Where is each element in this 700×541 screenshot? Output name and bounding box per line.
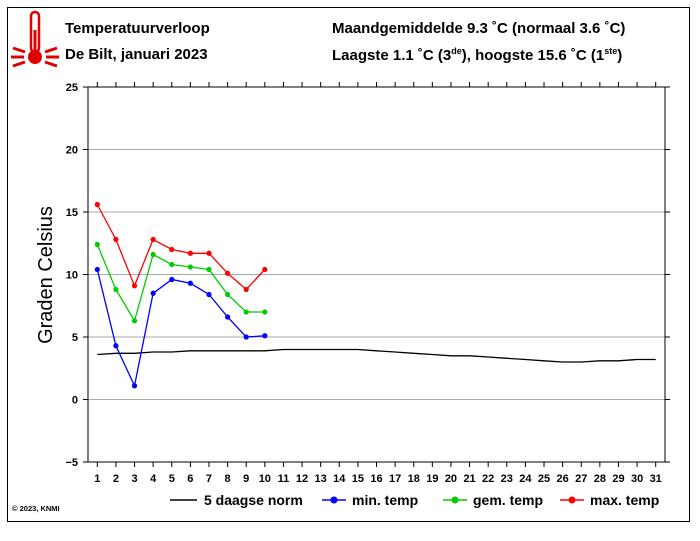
avg-point (94, 241, 100, 248)
y-axis-label: Graden Celsius (35, 206, 57, 344)
min-point (150, 290, 156, 296)
x-tick-label: 18 (408, 473, 420, 485)
avg-point (224, 291, 231, 298)
max-point (206, 250, 212, 256)
max-point (113, 236, 119, 243)
x-tick-label: 14 (333, 473, 346, 485)
max-point (243, 286, 249, 293)
legend-label-norm: 5 daagse norm (204, 492, 303, 508)
avg-point (150, 251, 156, 258)
legend-marker-avg (451, 496, 459, 504)
x-tick-label: 5 (169, 473, 175, 485)
heat-ray (12, 60, 26, 68)
x-tick-label: 27 (575, 473, 587, 485)
x-tick-label: 15 (352, 473, 364, 485)
avg-point (187, 264, 193, 270)
x-tick-label: 16 (370, 473, 382, 485)
chart-frame (7, 7, 690, 522)
x-tick-label: 21 (463, 473, 475, 485)
min-point (94, 266, 100, 273)
x-tick-label: 19 (426, 473, 438, 485)
x-tick-label: 9 (243, 473, 249, 485)
x-tick-label: 13 (315, 473, 327, 485)
x-tick-label: 25 (538, 473, 550, 485)
y-tick-label: 25 (66, 82, 78, 94)
x-tick-label: 12 (296, 473, 308, 485)
legend-marker-min (330, 496, 338, 504)
min-point (131, 383, 138, 389)
avg-point (169, 261, 175, 268)
min-max-summary: Laagste 1.1 ˚C (3de), hoogste 15.6 ˚C (1… (332, 46, 623, 64)
series-line-norm (97, 348, 656, 363)
min-point (224, 314, 231, 320)
heat-ray (44, 46, 58, 54)
legend-marker-max (568, 496, 576, 504)
min-point (206, 291, 212, 298)
x-tick-label: 11 (278, 473, 290, 485)
chart-subtitle: De Bilt, januari 2023 (65, 46, 208, 63)
max-point (94, 201, 100, 208)
x-tick-label: 20 (445, 473, 457, 485)
x-tick-label: 30 (631, 473, 643, 485)
x-tick-label: 22 (482, 473, 494, 485)
max-point (187, 250, 193, 256)
x-tick-label: 24 (519, 473, 532, 485)
max-point (150, 236, 156, 243)
x-tick-label: 31 (650, 473, 662, 485)
y-tick-label: 10 (66, 270, 78, 282)
y-tick-label: 20 (66, 145, 78, 157)
min-point (187, 280, 193, 286)
thermometer-icon (11, 10, 59, 68)
copyright-credit: © 2023, KNMI (12, 504, 60, 513)
min-point (169, 276, 175, 283)
heat-ray (44, 60, 58, 68)
avg-point (131, 318, 138, 324)
x-tick-label: 2 (113, 473, 119, 485)
x-tick-label: 8 (225, 473, 231, 485)
min-point (243, 334, 249, 340)
x-tick-label: 23 (501, 473, 513, 485)
avg-point (243, 309, 249, 315)
plot-area (87, 86, 666, 463)
x-tick-label: 7 (206, 473, 212, 485)
chart-title: Temperatuurverloop (65, 20, 210, 37)
thermometer-bulb (28, 50, 42, 64)
legend-label-min: min. temp (352, 492, 418, 508)
monthly-average: Maandgemiddelde 9.3 ˚C (normaal 3.6 ˚C) (332, 20, 626, 37)
x-tick-label: 29 (612, 473, 624, 485)
series-line-min (96, 269, 265, 388)
x-tick-label: 4 (150, 473, 157, 485)
x-tick-label: 17 (389, 473, 401, 485)
max-point (131, 283, 138, 289)
max-point (169, 246, 175, 253)
y-tick-label: −5 (65, 457, 78, 469)
grid (88, 149, 665, 400)
thermometer-fill (33, 30, 37, 52)
x-tick-label: 10 (259, 473, 271, 485)
avg-point (262, 309, 268, 315)
avg-point (206, 266, 212, 273)
min-point (113, 343, 119, 349)
heat-ray (12, 46, 26, 54)
min-point (262, 333, 268, 339)
y-tick-label: 5 (72, 332, 78, 344)
max-point (224, 270, 231, 276)
y-tick-label: 15 (66, 207, 78, 219)
series-line-max (96, 204, 266, 291)
x-tick-label: 28 (594, 473, 606, 485)
series (94, 201, 656, 389)
x-tick-label: 6 (187, 473, 193, 485)
x-tick-label: 1 (94, 473, 100, 485)
y-tick-label: 0 (72, 395, 78, 407)
legend-label-avg: gem. temp (473, 492, 543, 508)
series-line-avg (96, 244, 265, 323)
legend-label-max: max. temp (590, 492, 659, 508)
x-tick-label: 26 (557, 473, 569, 485)
x-tick-label: 3 (131, 473, 137, 485)
legend: 5 daagse norm min. temp gem. temp max. temp (170, 492, 659, 508)
avg-point (113, 286, 119, 293)
max-point (262, 266, 268, 273)
